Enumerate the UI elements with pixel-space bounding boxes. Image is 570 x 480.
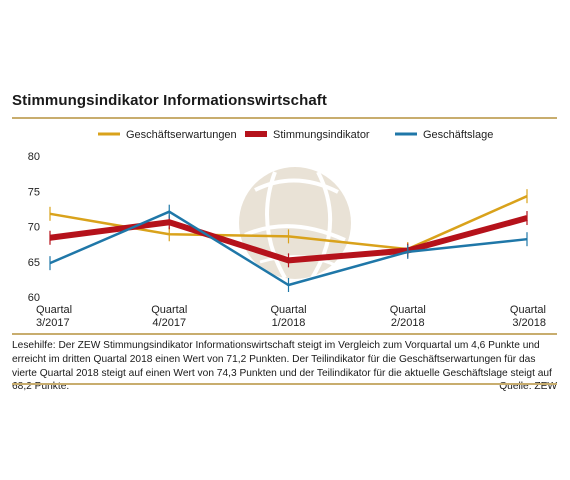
y-tick-label: 75 bbox=[28, 186, 40, 198]
x-tick-label: Quartal 2/2018 bbox=[390, 304, 426, 329]
legend-label: Geschäftslage bbox=[423, 129, 493, 141]
bottom-rule bbox=[12, 383, 557, 385]
source-label: Quelle: ZEW bbox=[499, 381, 557, 393]
y-tick-label: 80 bbox=[28, 151, 40, 163]
x-tick-label: Quartal 3/2018 bbox=[510, 304, 546, 329]
legend: Geschäftserwartungen Stimmungsindikator Ge… bbox=[98, 129, 493, 141]
x-axis: Quartal 3/2017 Quartal 4/2017 Quartal 1/2018 Q… bbox=[36, 304, 546, 329]
x-tick-label: Quartal 3/2017 bbox=[36, 304, 72, 329]
x-tick-label: Quartal 4/2017 bbox=[151, 304, 187, 329]
y-tick-label: 60 bbox=[28, 292, 40, 304]
y-tick-label: 70 bbox=[28, 222, 40, 234]
legend-label: Geschäftserwartungen bbox=[126, 129, 237, 141]
plot-area bbox=[49, 189, 528, 293]
y-tick-label: 65 bbox=[28, 257, 40, 269]
reading-note-text: Lesehilfe: Der ZEW Stimmungsindikator In… bbox=[12, 340, 552, 393]
chart-bottom-rule bbox=[12, 333, 557, 335]
y-axis: 80 75 70 65 60 bbox=[28, 151, 40, 304]
chart-title: Stimmungsindikator Informationswirtschaf… bbox=[12, 92, 327, 109]
title-rule bbox=[12, 117, 557, 119]
x-tick-label: Quartal 1/2018 bbox=[270, 304, 306, 329]
reading-note: Lesehilfe: Der ZEW Stimmungsindikator In… bbox=[12, 339, 557, 394]
legend-label: Stimmungsindikator bbox=[273, 129, 370, 141]
